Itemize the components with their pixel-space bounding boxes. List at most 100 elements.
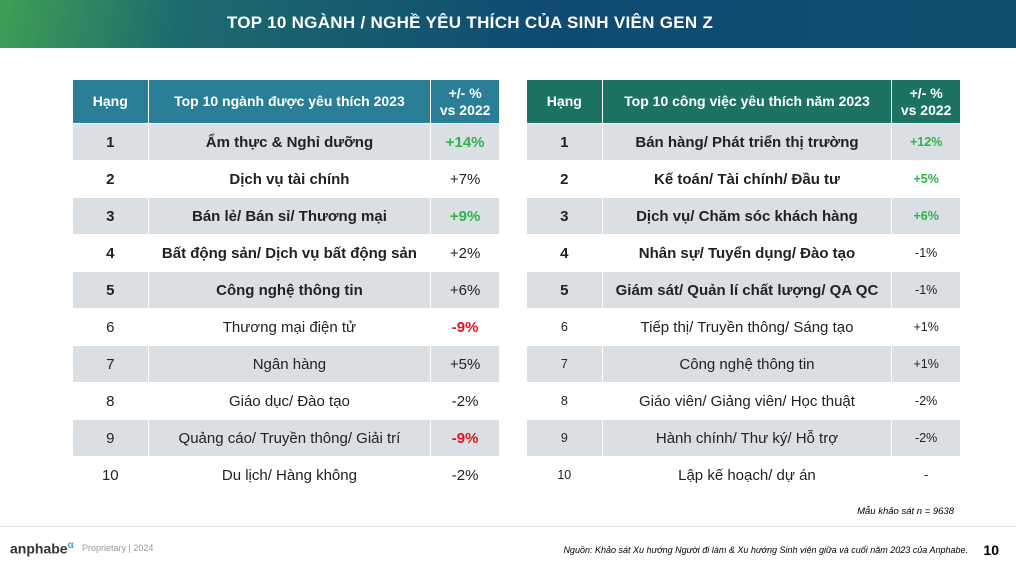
change: -2% [430,382,500,420]
name: Tiếp thị/ Truyền thông/ Sáng tạo [602,308,893,346]
rank: 10 [527,456,603,493]
name: Ngân hàng [148,345,432,383]
table-row: 9 Quảng cáo/ Truyền thông/ Giải trí -9% [73,419,500,457]
table-row: 7 Công nghệ thông tin +1% [527,345,961,383]
change: +1% [891,308,961,346]
change: -2% [891,382,961,420]
table-body: 1 Bán hàng/ Phát triển thị trường +12% 2 Kế … [527,123,961,493]
rank: 5 [527,271,603,309]
rank: 8 [527,382,603,420]
table-row: 6 Thương mại điện tử -9% [73,308,500,346]
table-row: 1 Bán hàng/ Phát triển thị trường +12% [527,123,961,161]
rank: 8 [73,382,149,420]
rank: 9 [73,419,149,457]
source: Nguồn: Khảo sát Xu hướng Người đi làm & … [563,545,968,555]
table-head: Hạng Top 10 công việc yêu thích năm 2023 +… [527,80,961,124]
change: +2% [430,234,500,272]
logo-text: anphabe [10,540,68,557]
table-row: 9 Hành chính/ Thư ký/ Hỗ trợ -2% [527,419,961,457]
change: -9% [430,308,500,346]
change: -1% [891,271,961,309]
rank: 6 [73,308,149,346]
table-row: 1 Ẩm thực & Nghỉ dưỡng +14% [73,123,500,161]
change: -9% [430,419,500,457]
header-row: Hạng Top 10 ngành được yêu thích 2023 +/- … [73,80,500,124]
rank: 2 [73,160,149,198]
change: +9% [430,197,500,235]
change: +7% [430,160,500,198]
change: - [891,456,961,493]
header-bar: TOP 10 NGÀNH / NGHỀ YÊU THÍCH CỦA SINH V… [0,0,1016,48]
logo: anphabeα [10,540,74,557]
name: Giáo viên/ Giảng viên/ Học thuật [602,382,893,420]
table-row: 2 Dịch vụ tài chính +7% [73,160,500,198]
rank: 1 [527,123,603,161]
header-row: Hạng Top 10 công việc yêu thích năm 2023 +… [527,80,961,124]
title: TOP 10 NGÀNH / NGHỀ YÊU THÍCH CỦA SINH V… [226,13,714,32]
name: Dịch vụ/ Chăm sóc khách hàng [602,197,893,235]
column-header: Hạng [73,80,149,124]
column-header: Top 10 công việc yêu thích năm 2023 [602,80,893,124]
change: -1% [891,234,961,272]
change: +1% [891,345,961,383]
industry-table: Hạng Top 10 ngành được yêu thích 2023 +/- … [73,80,500,493]
table-row: 3 Dịch vụ/ Chăm sóc khách hàng +6% [527,197,961,235]
table-row: 4 Nhân sự/ Tuyển dụng/ Đào tạo -1% [527,234,961,272]
table-row: 7 Ngân hàng +5% [73,345,500,383]
proprietary: Proprietary | 2024 [82,543,154,553]
name: Công nghệ thông tin [602,345,893,383]
job-table: Hạng Top 10 công việc yêu thích năm 2023 +… [527,80,961,493]
sample-note: Mẫu khảo sát n = 9638 [857,506,954,517]
change: +14% [430,123,500,161]
table-row: 6 Tiếp thị/ Truyền thông/ Sáng tạo +1% [527,308,961,346]
table-head: Hạng Top 10 ngành được yêu thích 2023 +/- … [73,80,500,124]
rank: 3 [73,197,149,235]
rank: 1 [73,123,149,161]
rank: 10 [73,456,149,493]
name: Công nghệ thông tin [148,271,432,309]
table-row: 3 Bán lẻ/ Bán sỉ/ Thương mại +9% [73,197,500,235]
table-row: 4 Bất động sản/ Dịch vụ bất động sản +2% [73,234,500,272]
change: -2% [430,456,500,493]
name: Giáo dục/ Đào tạo [148,382,432,420]
name: Hành chính/ Thư ký/ Hỗ trợ [602,419,893,457]
rank: 6 [527,308,603,346]
name: Bán lẻ/ Bán sỉ/ Thương mại [148,197,432,235]
name: Giám sát/ Quản lí chất lượng/ QA QC [602,271,893,309]
table-row: 5 Giám sát/ Quản lí chất lượng/ QA QC -1% [527,271,961,309]
rank: 7 [73,345,149,383]
name: Kế toán/ Tài chính/ Đầu tư [602,160,893,198]
change: +6% [891,197,961,235]
name: Bất động sản/ Dịch vụ bất động sản [148,234,432,272]
column-header: Hạng [527,80,603,124]
divider [0,526,1016,527]
name: Quảng cáo/ Truyền thông/ Giải trí [148,419,432,457]
logo-mark: α [67,540,74,551]
name: Dịch vụ tài chính [148,160,432,198]
table-body: 1 Ẩm thực & Nghỉ dưỡng +14% 2 Dịch vụ tài ch… [73,123,500,493]
name: Lập kế hoạch/ dự án [602,456,893,493]
table-row: 10 Lập kế hoạch/ dự án - [527,456,961,493]
table-row: 2 Kế toán/ Tài chính/ Đầu tư +5% [527,160,961,198]
name: Bán hàng/ Phát triển thị trường [602,123,893,161]
column-header: +/- % vs 2022 [430,80,500,124]
change: -2% [891,419,961,457]
name: Du lịch/ Hàng không [148,456,432,493]
table-row: 8 Giáo viên/ Giảng viên/ Học thuật -2% [527,382,961,420]
name: Nhân sự/ Tuyển dụng/ Đào tạo [602,234,893,272]
name: Ẩm thực & Nghỉ dưỡng [148,123,432,161]
column-header: +/- % vs 2022 [891,80,961,124]
change: +5% [430,345,500,383]
change: +5% [891,160,961,198]
rank: 2 [527,160,603,198]
name: Thương mại điện tử [148,308,432,346]
rank: 4 [73,234,149,272]
rank: 4 [527,234,603,272]
rank: 3 [527,197,603,235]
page-number: 10 [983,542,999,558]
column-header: Top 10 ngành được yêu thích 2023 [148,80,432,124]
table-row: 8 Giáo dục/ Đào tạo -2% [73,382,500,420]
rank: 7 [527,345,603,383]
change: +6% [430,271,500,309]
